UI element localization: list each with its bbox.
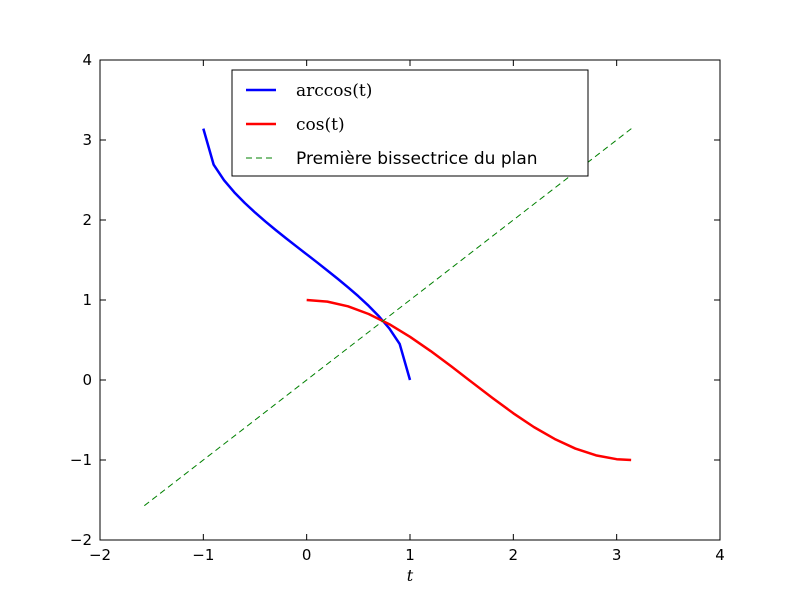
series-line-premi-re-bissectrice-du-plan [144, 128, 632, 507]
x-tick-label: 0 [302, 546, 312, 564]
legend-box [231, 69, 589, 177]
y-tick-label: −2 [70, 531, 92, 549]
x-axis-label: t [407, 566, 414, 585]
legend-label-cos-t: cos(t) [296, 115, 345, 135]
y-tick-label: 4 [82, 51, 92, 69]
x-tick-label: −2 [89, 546, 111, 564]
series-line-cos-t [306, 298, 632, 462]
series-layer [144, 128, 632, 507]
x-tick-label: 3 [612, 546, 622, 564]
legend-label-arccos-t: arccos(t) [296, 81, 372, 101]
x-tick-label: −1 [192, 546, 214, 564]
x-tick-label: 1 [405, 546, 415, 564]
x-tick-label: 4 [715, 546, 725, 564]
y-tick-label: 1 [82, 291, 92, 309]
x-tick-label: 2 [509, 546, 519, 564]
y-tick-label: 3 [82, 131, 92, 149]
tick-layer: −2 −1 0 1 2 3 4 −2 −1 0 1 2 3 4 [70, 51, 725, 564]
legend: arccos(t) cos(t) Première bissectrice du p… [231, 69, 589, 177]
series-line-arccos-t [202, 128, 412, 381]
legend-label-premi-re-bissectrice-du-plan: Première bissectrice du plan [296, 149, 538, 169]
y-tick-label: 2 [82, 211, 92, 229]
y-tick-label: −1 [70, 451, 92, 469]
y-tick-label: 0 [82, 371, 92, 389]
